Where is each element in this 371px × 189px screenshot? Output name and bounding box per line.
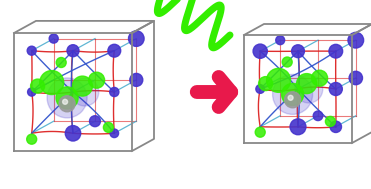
Circle shape: [285, 92, 301, 108]
Circle shape: [330, 121, 341, 132]
Circle shape: [256, 85, 265, 93]
Circle shape: [295, 75, 323, 103]
Circle shape: [72, 76, 92, 96]
Circle shape: [282, 57, 292, 67]
Circle shape: [65, 125, 81, 141]
Circle shape: [67, 45, 79, 57]
Circle shape: [56, 87, 78, 109]
Circle shape: [110, 87, 119, 97]
Circle shape: [259, 77, 273, 91]
Circle shape: [27, 88, 36, 96]
Circle shape: [348, 32, 364, 48]
Circle shape: [349, 71, 362, 85]
Circle shape: [273, 74, 313, 114]
Circle shape: [290, 119, 306, 135]
Circle shape: [27, 134, 37, 144]
Circle shape: [325, 116, 335, 126]
Circle shape: [266, 68, 290, 92]
Circle shape: [59, 96, 75, 112]
Circle shape: [329, 82, 342, 95]
Circle shape: [276, 36, 285, 45]
Circle shape: [253, 44, 267, 58]
Circle shape: [47, 78, 87, 118]
Circle shape: [89, 116, 101, 127]
Circle shape: [49, 34, 58, 43]
Circle shape: [292, 45, 305, 58]
Circle shape: [288, 95, 293, 100]
Circle shape: [282, 83, 303, 105]
Circle shape: [89, 72, 105, 88]
Circle shape: [108, 44, 121, 57]
Circle shape: [56, 57, 66, 67]
Circle shape: [110, 129, 119, 138]
Circle shape: [27, 46, 36, 55]
Circle shape: [297, 74, 316, 94]
Circle shape: [63, 99, 68, 104]
Circle shape: [329, 44, 343, 58]
Circle shape: [40, 70, 64, 94]
Circle shape: [71, 78, 99, 106]
Circle shape: [104, 122, 114, 132]
Circle shape: [312, 70, 328, 86]
Circle shape: [313, 111, 323, 121]
Circle shape: [128, 31, 144, 46]
Circle shape: [30, 79, 45, 93]
Circle shape: [255, 127, 265, 137]
Circle shape: [130, 73, 143, 86]
